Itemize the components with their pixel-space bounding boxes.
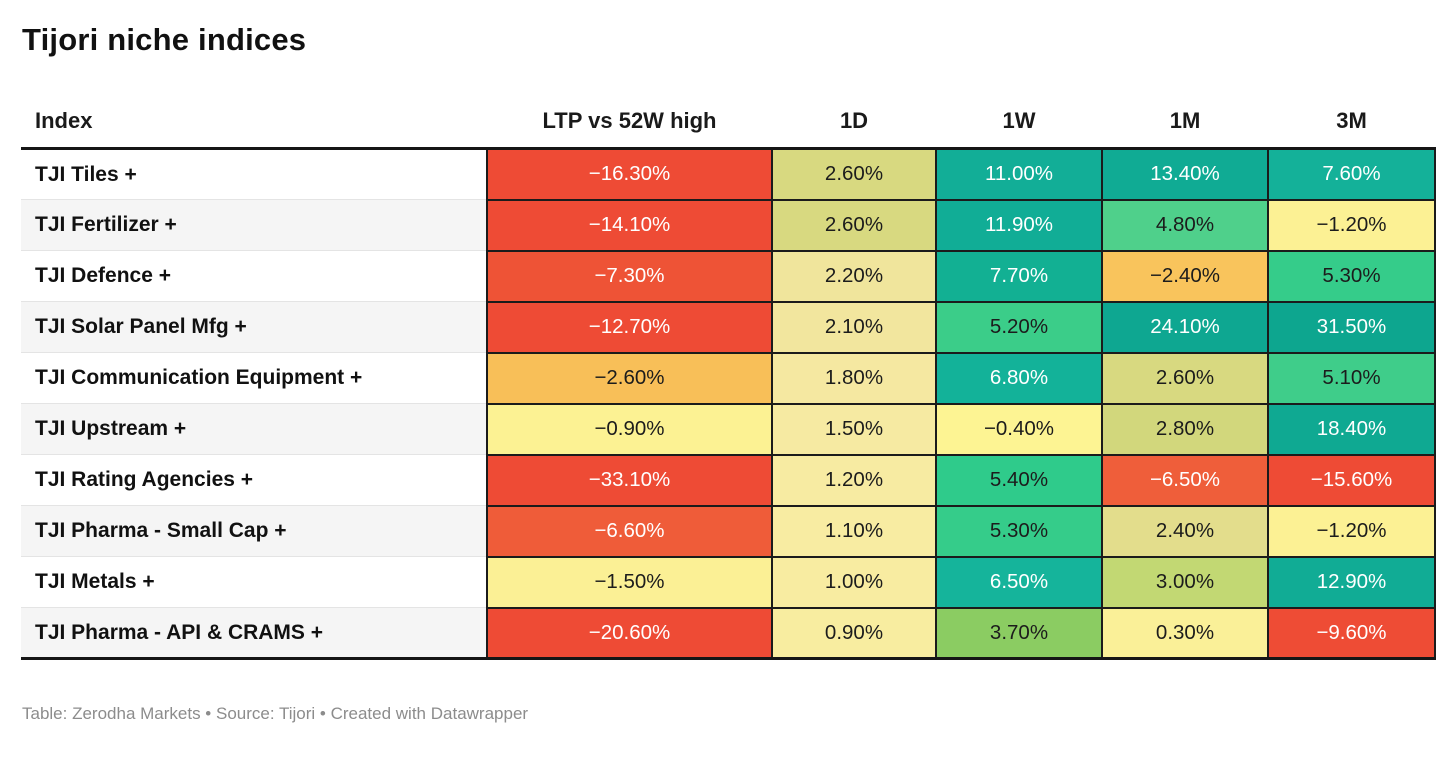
heatmap-value-cell: −16.30% xyxy=(486,147,773,201)
heatmap-value-cell: 13.40% xyxy=(1101,147,1269,201)
index-name-cell: TJI Tiles + xyxy=(21,148,487,200)
index-name-cell: TJI Fertilizer + xyxy=(21,199,487,251)
heatmap-value-cell: 24.10% xyxy=(1101,300,1269,354)
page-title: Tijori niche indices xyxy=(22,22,307,57)
heatmap-value-cell: −33.10% xyxy=(486,453,773,507)
heatmap-value-cell: 1.80% xyxy=(771,351,937,405)
heatmap-value-cell: 0.90% xyxy=(771,606,937,660)
heatmap-value-cell: −15.60% xyxy=(1267,453,1436,507)
table-row: TJI Pharma - Small Cap + −6.60% 1.10% 5.30%… xyxy=(21,504,1436,558)
heatmap-value-cell: 2.20% xyxy=(771,249,937,303)
table-row: TJI Upstream + −0.90% 1.50% −0.40% 2.80% 18.4… xyxy=(21,402,1436,456)
heatmap-value-cell: 2.60% xyxy=(1101,351,1269,405)
heatmap-value-cell: −0.90% xyxy=(486,402,773,456)
table-row: TJI Pharma - API & CRAMS + −20.60% 0.90% 3.… xyxy=(21,606,1436,660)
heatmap-value-cell: 1.50% xyxy=(771,402,937,456)
heatmap-value-cell: 5.40% xyxy=(935,453,1103,507)
heatmap-value-cell: −20.60% xyxy=(486,606,773,660)
heatmap-value-cell: 2.60% xyxy=(771,147,937,201)
table-row: TJI Rating Agencies + −33.10% 1.20% 5.40% −6… xyxy=(21,453,1436,507)
heatmap-value-cell: 0.30% xyxy=(1101,606,1269,660)
index-name-cell: TJI Metals + xyxy=(21,556,487,608)
heatmap-value-cell: −12.70% xyxy=(486,300,773,354)
heatmap-value-cell: 6.80% xyxy=(935,351,1103,405)
index-name-cell: TJI Defence + xyxy=(21,250,487,302)
heatmap-value-cell: 5.30% xyxy=(935,504,1103,558)
index-name-cell: TJI Pharma - API & CRAMS + xyxy=(21,607,487,660)
heatmap-value-cell: 3.00% xyxy=(1101,555,1269,609)
table-row: TJI Defence + −7.30% 2.20% 7.70% −2.40% 5.30% xyxy=(21,249,1436,303)
header-row: Index LTP vs 52W high 1D 1W 1M 3M xyxy=(21,108,1435,150)
heatmap-value-cell: 7.60% xyxy=(1267,147,1436,201)
heatmap-value-cell: 11.90% xyxy=(935,198,1103,252)
index-name-cell: TJI Solar Panel Mfg + xyxy=(21,301,487,353)
heatmap-value-cell: 31.50% xyxy=(1267,300,1436,354)
table-body: TJI Tiles + −16.30% 2.60% 11.00% 13.40% 7.60%… xyxy=(21,147,1436,660)
column-header-ltp-vs-52w-high: LTP vs 52W high xyxy=(487,108,772,150)
heatmap-value-cell: −9.60% xyxy=(1267,606,1436,660)
heatmap-value-cell: −1.50% xyxy=(486,555,773,609)
heatmap-value-cell: 18.40% xyxy=(1267,402,1436,456)
heatmap-value-cell: 3.70% xyxy=(935,606,1103,660)
heatmap-value-cell: −6.50% xyxy=(1101,453,1269,507)
heatmap-value-cell: −7.30% xyxy=(486,249,773,303)
column-header-1w: 1W xyxy=(936,108,1102,150)
index-name-cell: TJI Pharma - Small Cap + xyxy=(21,505,487,557)
column-header-1d: 1D xyxy=(772,108,936,150)
heatmap-value-cell: 11.00% xyxy=(935,147,1103,201)
heatmap-value-cell: 2.40% xyxy=(1101,504,1269,558)
heatmap-value-cell: 5.10% xyxy=(1267,351,1436,405)
heatmap-value-cell: 12.90% xyxy=(1267,555,1436,609)
heatmap-value-cell: −1.20% xyxy=(1267,504,1436,558)
heatmap-value-cell: 2.60% xyxy=(771,198,937,252)
heatmap-value-cell: 1.10% xyxy=(771,504,937,558)
heatmap-value-cell: 5.20% xyxy=(935,300,1103,354)
heatmap-value-cell: 1.00% xyxy=(771,555,937,609)
index-name-cell: TJI Communication Equipment + xyxy=(21,352,487,404)
heatmap-value-cell: 5.30% xyxy=(1267,249,1436,303)
table-row: TJI Solar Panel Mfg + −12.70% 2.10% 5.20% 24… xyxy=(21,300,1436,354)
table-row: TJI Tiles + −16.30% 2.60% 11.00% 13.40% 7.60% xyxy=(21,147,1436,201)
attribution-text: Table: Zerodha Markets • Source: Tijori … xyxy=(22,704,529,723)
heatmap-value-cell: 2.80% xyxy=(1101,402,1269,456)
heatmap-value-cell: 7.70% xyxy=(935,249,1103,303)
heatmap-value-cell: 1.20% xyxy=(771,453,937,507)
table-row: TJI Metals + −1.50% 1.00% 6.50% 3.00% 12.90% xyxy=(21,555,1436,609)
heatmap-value-cell: −0.40% xyxy=(935,402,1103,456)
heatmap-value-cell: −2.40% xyxy=(1101,249,1269,303)
column-header-index: Index xyxy=(21,108,487,150)
heatmap-value-cell: −2.60% xyxy=(486,351,773,405)
index-name-cell: TJI Rating Agencies + xyxy=(21,454,487,506)
heatmap-value-cell: −6.60% xyxy=(486,504,773,558)
heatmap-value-cell: 6.50% xyxy=(935,555,1103,609)
column-header-1m: 1M xyxy=(1102,108,1268,150)
table-row: TJI Communication Equipment + −2.60% 1.80%… xyxy=(21,351,1436,405)
heatmap-value-cell: 2.10% xyxy=(771,300,937,354)
heatmap-value-cell: 4.80% xyxy=(1101,198,1269,252)
heatmap-value-cell: −1.20% xyxy=(1267,198,1436,252)
column-header-3m: 3M xyxy=(1268,108,1435,150)
heatmap-value-cell: −14.10% xyxy=(486,198,773,252)
index-name-cell: TJI Upstream + xyxy=(21,403,487,455)
table-row: TJI Fertilizer + −14.10% 2.60% 11.90% 4.80% −… xyxy=(21,198,1436,252)
indices-table: Index LTP vs 52W high 1D 1W 1M 3M TJI Ti… xyxy=(21,108,1436,660)
